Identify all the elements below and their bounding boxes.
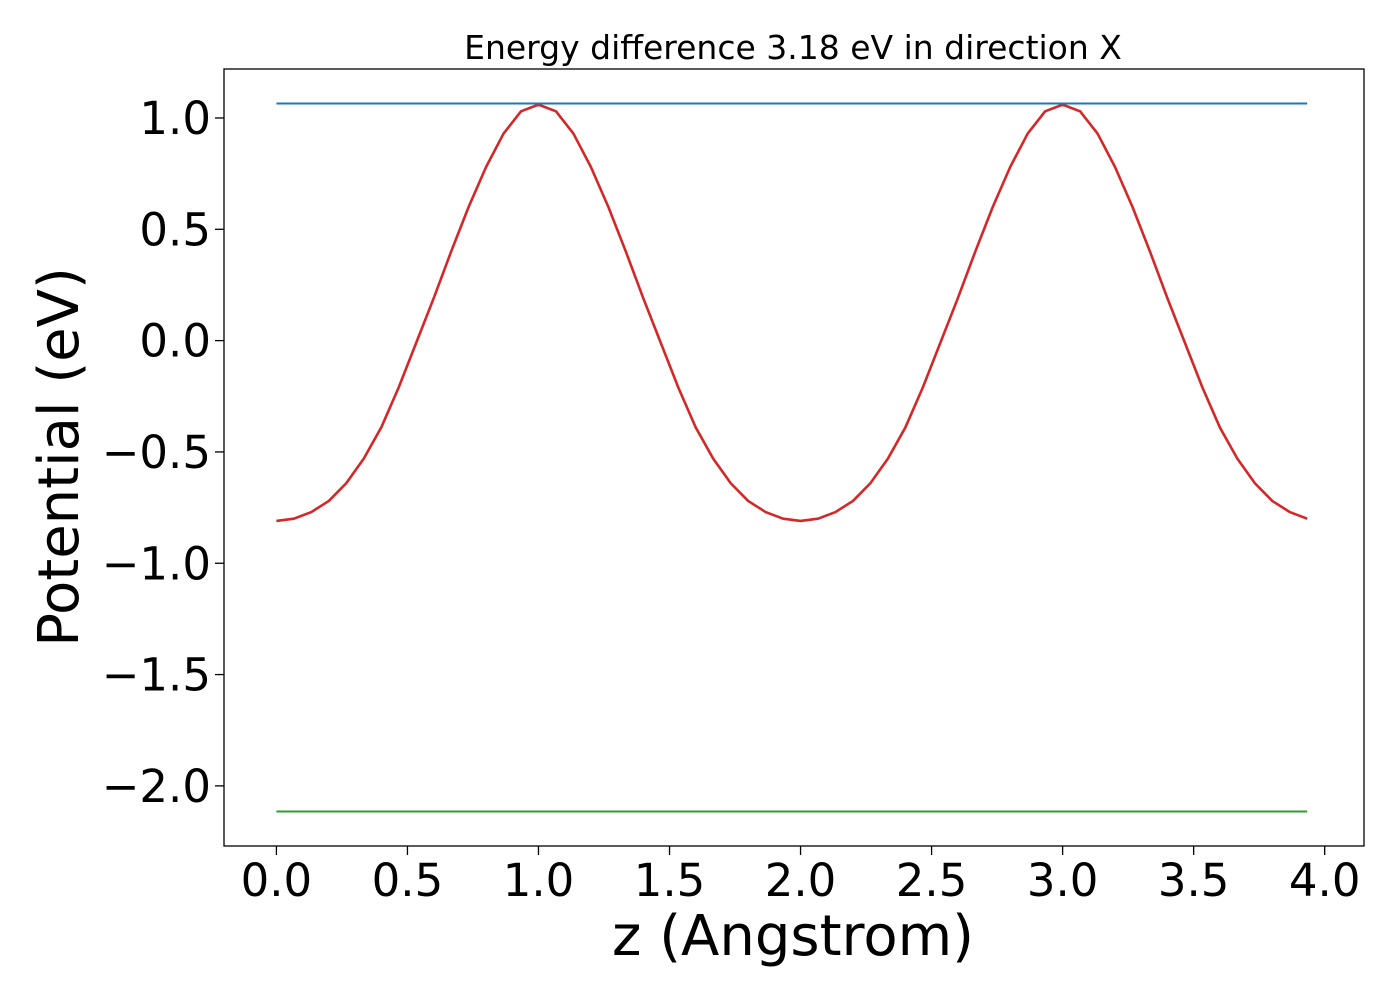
x-axis-ticks: 0.0 0.5 1.0 1.5 2.0 2.5 3.0 3.5 4.0 xyxy=(241,846,1361,907)
y-tick-label: −1.0 xyxy=(102,537,211,590)
y-axis-label: Potential (eV) xyxy=(27,267,92,647)
series-line-1 xyxy=(276,103,1308,523)
x-tick-label: 2.0 xyxy=(765,854,837,907)
y-axis-ticks: 1.0 0.5 0.0 −0.5 −1.0 −1.5 −2.0 xyxy=(102,92,224,813)
y-tick-label: 0.0 xyxy=(139,315,211,368)
x-tick-label: 2.5 xyxy=(896,854,968,907)
series-layer xyxy=(276,102,1308,813)
y-tick-label: −0.5 xyxy=(102,426,211,479)
x-tick-label: 4.0 xyxy=(1289,854,1361,907)
x-tick-label: 3.0 xyxy=(1027,854,1099,907)
y-tick-label: −2.0 xyxy=(102,760,211,813)
plot-frame xyxy=(223,68,1365,847)
x-tick-label: 1.0 xyxy=(503,854,575,907)
y-tick-label: 0.5 xyxy=(139,203,211,256)
y-tick-label: 1.0 xyxy=(139,92,211,145)
y-tick-label: −1.5 xyxy=(102,649,211,702)
x-axis-label: z (Angstrom) xyxy=(612,904,974,969)
chart-title: Energy difference 3.18 eV in direction X xyxy=(464,28,1122,67)
x-tick-label: 3.5 xyxy=(1158,854,1230,907)
x-tick-label: 1.5 xyxy=(634,854,706,907)
x-tick-label: 0.0 xyxy=(241,854,313,907)
x-tick-label: 0.5 xyxy=(372,854,444,907)
